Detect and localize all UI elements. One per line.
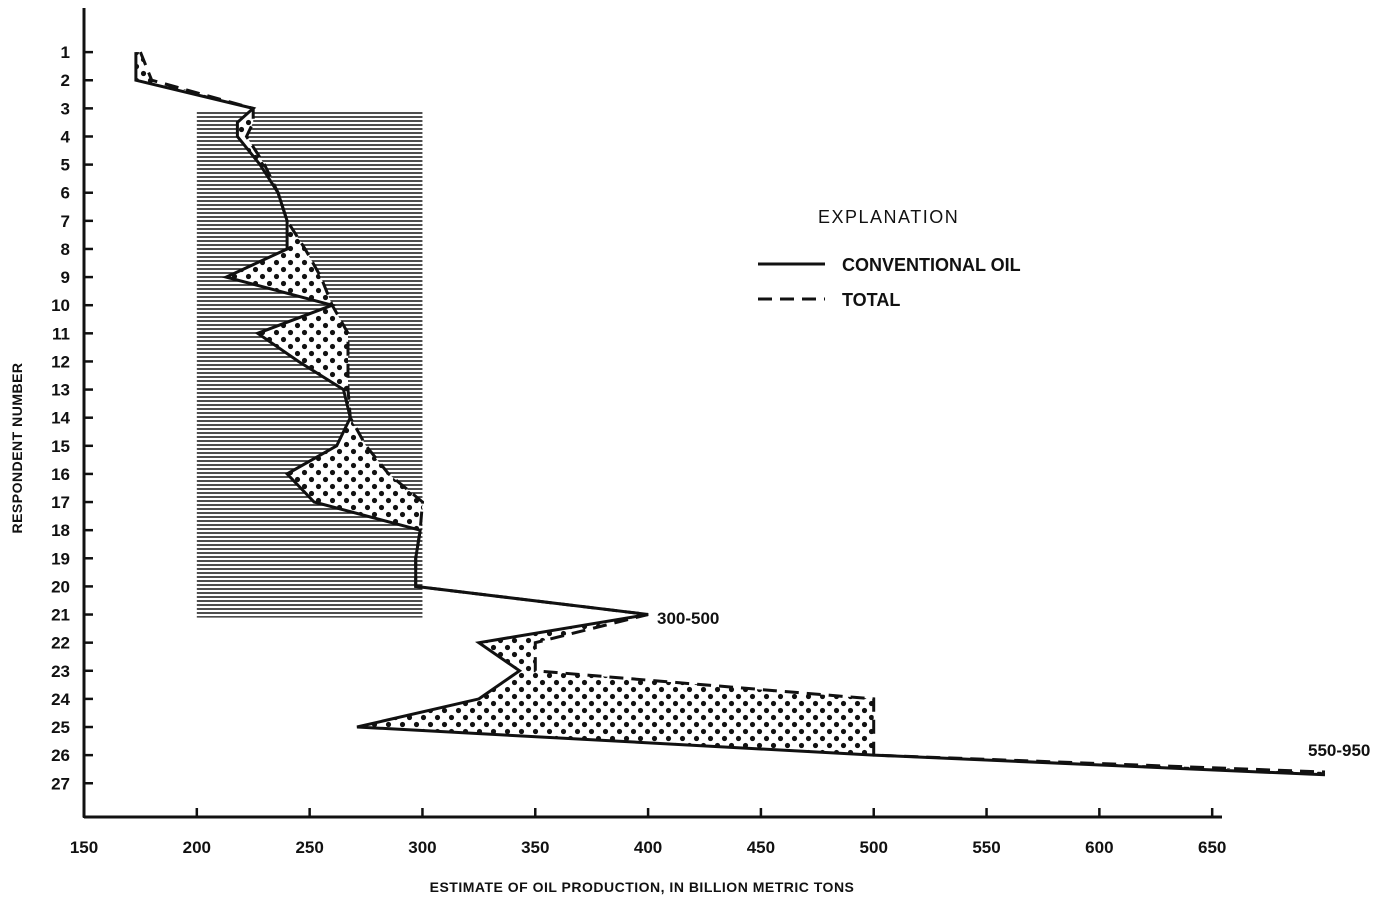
x-tick-label: 250 <box>295 838 323 857</box>
x-tick-label: 600 <box>1085 838 1113 857</box>
y-tick-label: 11 <box>52 324 70 343</box>
y-tick-label: 23 <box>51 662 70 681</box>
x-axis-title: ESTIMATE OF OIL PRODUCTION, IN BILLION M… <box>430 879 855 895</box>
y-tick-label: 27 <box>51 774 70 793</box>
y-tick-label: 17 <box>51 493 70 512</box>
y-tick-label: 18 <box>51 521 70 540</box>
y-tick-label: 10 <box>51 296 70 315</box>
x-tick-label: 500 <box>860 838 888 857</box>
x-tick-label: 400 <box>634 838 662 857</box>
x-tick-label: 200 <box>183 838 211 857</box>
y-tick-label: 16 <box>51 465 70 484</box>
x-tick-label: 150 <box>70 838 98 857</box>
y-tick-label: 1 <box>61 43 70 62</box>
y-tick-label: 24 <box>51 690 70 709</box>
y-tick-label: 6 <box>61 184 70 203</box>
y-tick-label: 22 <box>51 634 70 653</box>
annotation-300-500: 300-500 <box>657 609 719 628</box>
y-tick-label: 9 <box>61 268 70 287</box>
x-tick-label: 650 <box>1198 838 1226 857</box>
y-tick-label: 25 <box>51 718 70 737</box>
y-tick-label: 15 <box>51 437 70 456</box>
y-tick-label: 2 <box>61 71 70 90</box>
y-tick-label: 13 <box>51 381 70 400</box>
legend-label-total: TOTAL <box>842 290 900 310</box>
y-tick-label: 20 <box>51 577 70 596</box>
x-tick-label: 350 <box>521 838 549 857</box>
y-tick-label: 12 <box>51 352 70 371</box>
y-tick-label: 14 <box>51 409 70 428</box>
annotation-550-950: 550-950 <box>1308 741 1370 760</box>
x-tick-label: 450 <box>747 838 775 857</box>
y-tick-label: 8 <box>61 240 70 259</box>
legend: EXPLANATION CONVENTIONAL OIL TOTAL <box>758 207 1021 310</box>
y-tick-label: 3 <box>61 99 70 118</box>
y-tick-label: 7 <box>61 212 70 231</box>
x-tick-label: 300 <box>408 838 436 857</box>
y-tick-label: 21 <box>51 606 70 625</box>
series-line-conventional-oil <box>134 52 1326 777</box>
legend-label-conventional-oil: CONVENTIONAL OIL <box>842 255 1021 275</box>
series-line-total <box>139 51 1326 774</box>
y-tick-label: 19 <box>51 549 70 568</box>
y-tick-label: 5 <box>61 156 70 175</box>
y-tick-label: 26 <box>51 746 70 765</box>
y-axis-title: RESPONDENT NUMBER <box>9 362 25 533</box>
legend-title: EXPLANATION <box>818 207 959 227</box>
y-tick-label: 4 <box>61 127 71 146</box>
x-tick-label: 550 <box>972 838 1000 857</box>
